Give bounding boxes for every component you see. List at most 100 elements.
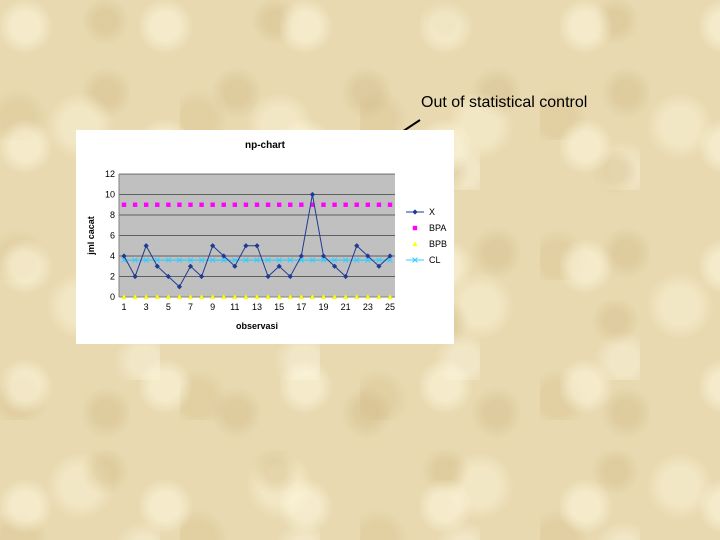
series-x-point	[198, 273, 205, 280]
series-cl-point	[265, 257, 271, 263]
series-bpb-point	[320, 294, 327, 299]
series-x-point	[232, 263, 238, 269]
series-cl-point	[143, 257, 149, 263]
series-bpa-point	[121, 202, 127, 207]
series-cl-point	[220, 257, 227, 263]
series-bpa-point	[155, 202, 160, 207]
legend-bpa-label: BPA	[429, 223, 446, 233]
series-bpa-point	[166, 202, 171, 207]
series-cl-point	[353, 257, 360, 263]
series-bpa-point	[221, 202, 226, 207]
x-tick-label: 11	[230, 302, 239, 312]
legend-x-marker	[412, 209, 418, 215]
series-bpb-point	[210, 294, 216, 299]
y-tick-label: 0	[110, 292, 115, 302]
series-cl-point	[232, 257, 238, 263]
series-cl-point	[331, 257, 338, 263]
legend-bpb-marker	[412, 241, 418, 246]
y-axis-ticks: 0 2 4 6 8 10 12	[105, 169, 115, 302]
series-bpb-point	[198, 294, 205, 299]
grid-lines	[118, 173, 395, 298]
legend-cl-label: CL	[429, 255, 441, 265]
series-cl-point	[309, 257, 316, 263]
series-layer	[121, 191, 393, 299]
series-bpa-point	[188, 202, 193, 207]
series-cl-point	[176, 257, 183, 263]
series-cl-point	[165, 257, 172, 263]
series-bpa-point	[232, 202, 238, 207]
series-cl-point	[342, 257, 349, 263]
series-bpb-point	[354, 294, 360, 299]
series-bpb-point	[132, 294, 138, 299]
x-tick-label: 13	[252, 302, 262, 312]
series-bpa-point	[321, 202, 326, 207]
series-bpb	[121, 294, 393, 299]
series-cl-point	[198, 257, 205, 263]
x-axis-ticks: 1 3 5 7 9 11 13 15 17 19 21 23 25	[121, 302, 395, 312]
series-bpb-point	[221, 294, 227, 299]
series-cl	[121, 257, 393, 263]
series-bpb-point	[365, 294, 371, 299]
series-bpa-point	[177, 202, 182, 207]
series-cl-point	[276, 257, 282, 263]
np-chart: np-chart 0 2 4 6 8 10 12 1 3 5 7 9 11 13 15 17 19 21 23 25…	[76, 130, 454, 344]
series-x-point	[387, 253, 393, 259]
x-tick-label: 1	[121, 302, 126, 312]
series-x-point	[165, 273, 171, 280]
series-x-point	[243, 243, 249, 249]
series-bpa-point	[265, 202, 271, 207]
y-tick-label: 4	[110, 251, 115, 261]
series-bpa-point	[332, 202, 337, 207]
series-bpa-point	[310, 202, 315, 207]
series-x-point	[143, 243, 149, 249]
y-tick-label: 6	[110, 231, 115, 241]
series-x-point	[187, 263, 194, 269]
series-bpa-point	[276, 202, 282, 207]
series-cl-point	[376, 257, 382, 263]
series-bpb-point	[254, 294, 260, 299]
y-tick-label: 12	[105, 169, 115, 179]
x-tick-label: 3	[144, 302, 149, 312]
series-bpa-point	[210, 202, 215, 207]
series-x	[121, 191, 393, 290]
series-x-point	[365, 253, 371, 259]
series-bpa-point	[143, 202, 149, 207]
series-bpb-point	[309, 294, 316, 299]
series-bpb-point	[343, 294, 349, 299]
y-tick-label: 8	[110, 210, 115, 220]
series-cl-point	[132, 257, 138, 263]
series-x-point	[320, 253, 327, 259]
series-bpb-point	[165, 294, 171, 299]
annotation-text: Out of statistical control	[421, 94, 588, 111]
series-cl-point	[209, 257, 216, 263]
x-tick-label: 9	[210, 302, 215, 312]
x-tick-label: 15	[274, 302, 284, 312]
series-bpa-point	[243, 202, 249, 207]
series-x-point	[132, 273, 138, 280]
chart-title: np-chart	[245, 140, 286, 151]
series-x-point	[287, 273, 293, 280]
legend: X BPA BPB CL	[406, 207, 447, 265]
series-bpa-point	[387, 202, 393, 207]
series-x-point	[376, 263, 382, 269]
series-x-point	[276, 263, 282, 269]
series-bpb-point	[387, 294, 393, 299]
y-tick-label: 2	[110, 272, 115, 282]
legend-x-label: X	[429, 207, 435, 217]
series-bpa-point	[354, 202, 359, 207]
series-bpa-point	[299, 202, 304, 207]
series-cl-point	[320, 257, 327, 263]
x-tick-label: 25	[385, 302, 395, 312]
series-bpb-point	[376, 294, 382, 299]
series-cl-point	[387, 257, 393, 263]
series-x-point	[154, 263, 160, 269]
legend-bpa-marker	[412, 225, 418, 231]
series-cl-point	[154, 257, 161, 263]
series-bpa	[121, 202, 393, 207]
y-tick-label: 10	[105, 190, 115, 200]
series-bpb-point	[298, 294, 304, 299]
series-x-point	[331, 263, 338, 269]
series-cl-point	[187, 257, 194, 263]
series-bpa-point	[254, 202, 260, 207]
